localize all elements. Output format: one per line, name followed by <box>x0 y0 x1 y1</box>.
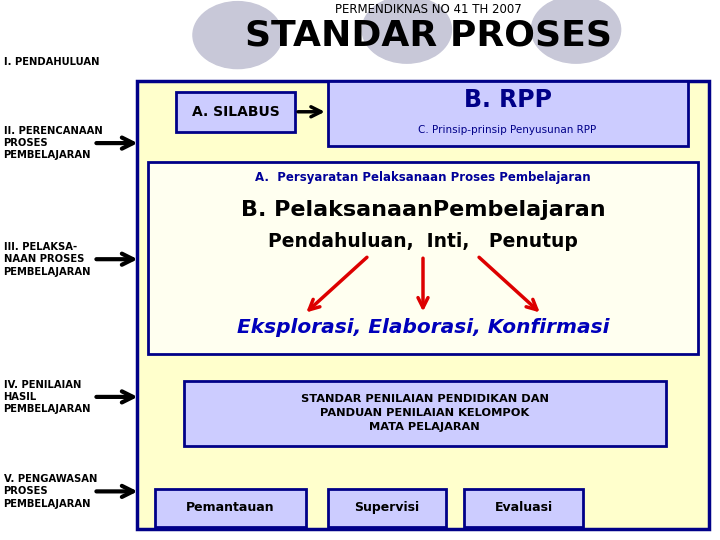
Text: Pendahuluan,  Inti,   Penutup: Pendahuluan, Inti, Penutup <box>268 232 578 252</box>
FancyBboxPatch shape <box>464 489 583 526</box>
FancyBboxPatch shape <box>328 489 446 526</box>
Text: B. PelaksanaanPembelajaran: B. PelaksanaanPembelajaran <box>240 199 606 220</box>
Text: STANDAR PROSES: STANDAR PROSES <box>245 18 612 52</box>
Text: I. PENDAHULUAN: I. PENDAHULUAN <box>4 57 99 67</box>
Text: B. RPP: B. RPP <box>464 89 552 112</box>
Circle shape <box>193 2 282 69</box>
Text: A. SILABUS: A. SILABUS <box>192 105 279 119</box>
Text: Evaluasi: Evaluasi <box>495 501 553 514</box>
Text: II. PERENCANAAN
PROSES
PEMBELAJARAN: II. PERENCANAAN PROSES PEMBELAJARAN <box>4 126 102 160</box>
FancyBboxPatch shape <box>176 92 295 132</box>
Text: Supervisi: Supervisi <box>354 501 420 514</box>
Text: STANDAR PENILAIAN PENDIDIKAN DAN
PANDUAN PENILAIAN KELOMPOK
MATA PELAJARAN: STANDAR PENILAIAN PENDIDIKAN DAN PANDUAN… <box>301 394 549 432</box>
Text: C. Prinsip-prinsip Penyusunan RPP: C. Prinsip-prinsip Penyusunan RPP <box>418 125 597 134</box>
FancyBboxPatch shape <box>328 81 688 146</box>
FancyBboxPatch shape <box>137 81 709 529</box>
FancyBboxPatch shape <box>148 162 698 354</box>
FancyBboxPatch shape <box>184 381 666 446</box>
Circle shape <box>362 0 451 63</box>
Circle shape <box>531 0 621 63</box>
Text: IV. PENILAIAN
HASIL
PEMBELAJARAN: IV. PENILAIAN HASIL PEMBELAJARAN <box>4 380 91 414</box>
Text: A.  Persyaratan Pelaksanaan Proses Pembelajaran: A. Persyaratan Pelaksanaan Proses Pembel… <box>255 171 591 184</box>
Text: Pemantauan: Pemantauan <box>186 501 275 514</box>
Text: PERMENDIKNAS NO 41 TH 2007: PERMENDIKNAS NO 41 TH 2007 <box>335 3 522 16</box>
Text: III. PELAKSA-
NAAN PROSES
PEMBELAJARAN: III. PELAKSA- NAAN PROSES PEMBELAJARAN <box>4 242 91 276</box>
Text: Eksplorasi, Elaborasi, Konfirmasi: Eksplorasi, Elaborasi, Konfirmasi <box>237 318 609 338</box>
FancyBboxPatch shape <box>155 489 306 526</box>
Text: V. PENGAWASAN
PROSES
PEMBELAJARAN: V. PENGAWASAN PROSES PEMBELAJARAN <box>4 474 97 509</box>
